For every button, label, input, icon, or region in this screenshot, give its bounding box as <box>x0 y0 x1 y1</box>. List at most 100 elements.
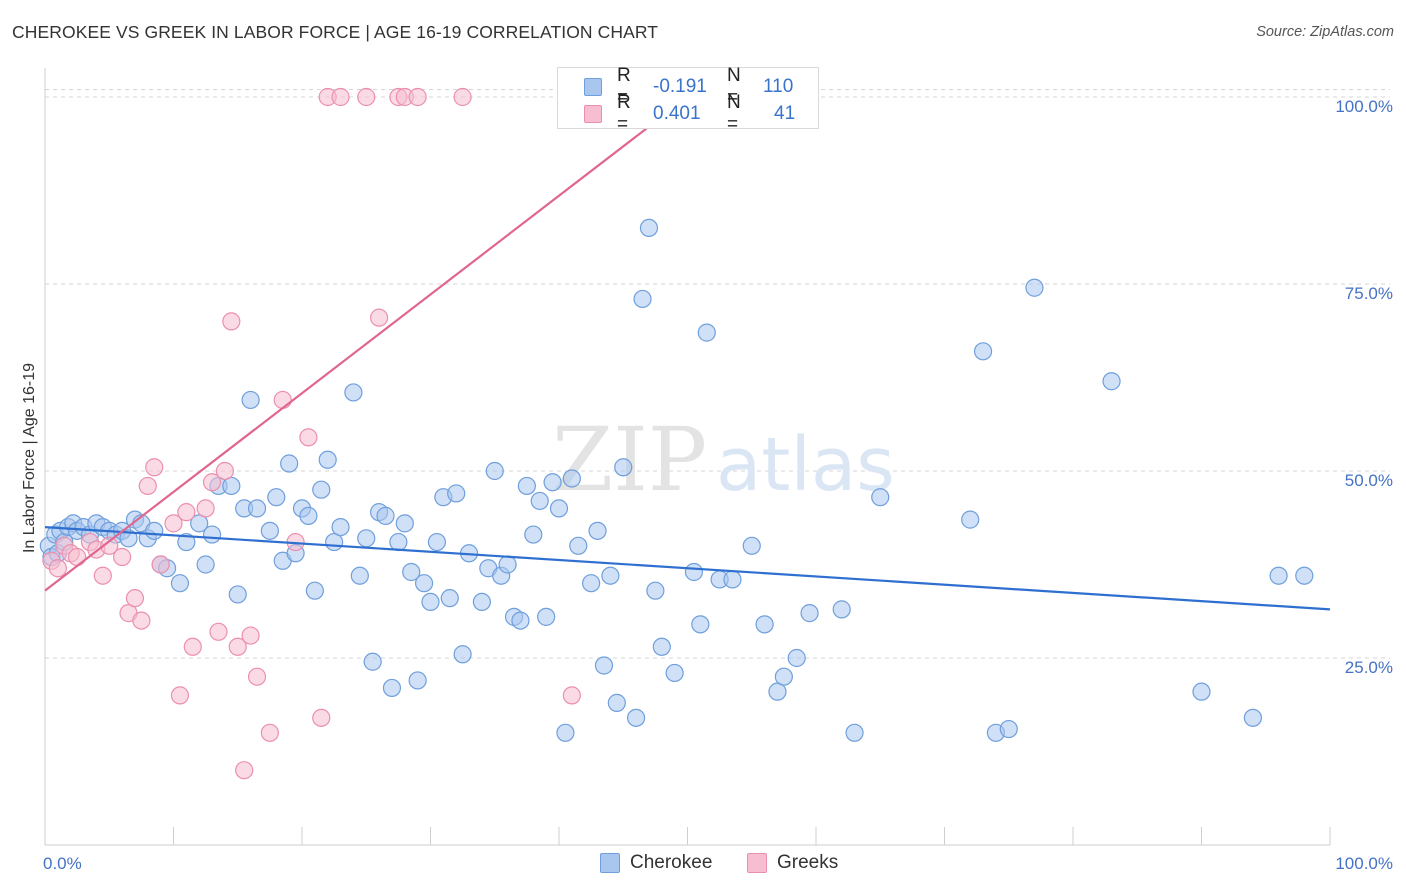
cherokee-point-98 <box>742 536 761 555</box>
cherokee-point-107 <box>961 510 980 529</box>
cherokee-point-84 <box>601 566 620 585</box>
cherokee-point-115 <box>1269 566 1288 585</box>
greek-point-7 <box>93 566 112 585</box>
cherokee-point-73 <box>524 525 543 544</box>
cherokee-point-52 <box>382 678 402 698</box>
cherokee-point-99 <box>755 615 774 634</box>
x-tick-label-max: 100.0% <box>1335 854 1393 873</box>
greek-n-label: N = <box>727 92 741 135</box>
cherokee-point-83 <box>594 656 614 675</box>
legend: Cherokee Greeks <box>0 852 1406 876</box>
cherokee-point-65 <box>472 592 491 612</box>
cherokee-point-93 <box>684 562 704 582</box>
cherokee-point-23 <box>170 574 190 593</box>
watermark-zip: ZIP <box>552 408 707 511</box>
cherokee-point-102 <box>787 648 806 668</box>
cherokee-point-116 <box>1295 566 1314 585</box>
cherokee-point-62 <box>447 484 466 503</box>
greek-point-27 <box>241 626 260 645</box>
cherokee-point-56 <box>408 671 427 690</box>
greek-point-42 <box>562 686 581 705</box>
cherokee-point-91 <box>652 637 671 656</box>
cherokee-point-57 <box>414 574 434 593</box>
cherokee-point-79 <box>562 469 581 488</box>
cherokee-point-46 <box>344 383 363 402</box>
greek-point-25 <box>228 637 247 656</box>
greek-point-29 <box>260 723 279 742</box>
cherokee-point-105 <box>845 723 864 742</box>
cherokee-point-47 <box>350 566 369 585</box>
greek-trend-line <box>44 96 689 592</box>
greek-n-value: 41 <box>774 103 796 124</box>
greek-point-17 <box>170 686 190 705</box>
cherokee-point-33 <box>247 499 267 518</box>
greek-point-41 <box>453 87 472 107</box>
cherokee-point-75 <box>537 607 556 626</box>
cherokee-point-78 <box>556 723 575 742</box>
greek-point-4 <box>68 547 87 567</box>
y-tick-label-75: 75.0% <box>1345 284 1393 303</box>
chart-title: CHEROKEE VS GREEK IN LABOR FORCE | AGE 1… <box>12 22 659 42</box>
greek-points <box>42 87 581 780</box>
cherokee-point-41 <box>305 581 324 600</box>
greek-point-20 <box>196 499 215 518</box>
cherokee-point-67 <box>485 461 504 481</box>
greek-point-37 <box>370 308 389 327</box>
greek-r-label: R = <box>617 92 631 135</box>
cherokee-point-71 <box>511 611 530 630</box>
cherokee-point-55 <box>402 562 421 582</box>
cherokee-point-94 <box>691 615 710 634</box>
legend-cherokee-swatch <box>600 853 620 873</box>
cherokee-point-49 <box>363 652 382 671</box>
cherokee-point-85 <box>607 693 626 712</box>
cherokee-point-80 <box>569 536 588 555</box>
greek-point-11 <box>125 589 145 608</box>
greek-point-33 <box>312 708 331 727</box>
greek-point-13 <box>138 476 157 496</box>
cherokee-point-81 <box>582 574 601 593</box>
legend-item-greeks[interactable]: Greeks <box>747 852 838 874</box>
cherokee-point-48 <box>357 529 376 548</box>
legend-item-cherokee[interactable]: Cherokee <box>600 852 712 874</box>
y-tick-label-25: 25.0% <box>1345 658 1393 677</box>
cherokee-point-101 <box>774 667 793 686</box>
cherokee-point-90 <box>646 581 665 600</box>
greek-point-8 <box>100 536 119 555</box>
cherokee-point-59 <box>427 532 447 552</box>
legend-cherokee-label: Cherokee <box>630 852 713 873</box>
greek-point-35 <box>331 87 350 107</box>
cherokee-point-88 <box>633 289 652 309</box>
cherokee-point-86 <box>614 458 633 477</box>
cherokee-point-42 <box>312 480 331 499</box>
cherokee-point-34 <box>260 521 279 540</box>
cherokee-point-32 <box>241 390 260 410</box>
cherokee-point-43 <box>318 450 337 469</box>
cherokee-point-58 <box>421 592 440 612</box>
greek-point-18 <box>177 503 196 522</box>
greek-point-40 <box>408 87 427 107</box>
x-tick-label-min: 0.0% <box>43 854 82 873</box>
greek-r-value: 0.401 <box>653 103 701 124</box>
cherokee-point-100 <box>768 682 787 701</box>
y-axis-label: In Labor Force | Age 16-19 <box>21 363 38 553</box>
cherokee-point-103 <box>800 604 819 623</box>
cherokee-point-24 <box>177 532 196 552</box>
y-tick-label-100: 100.0% <box>1335 97 1393 116</box>
greek-point-30 <box>273 390 292 410</box>
cherokee-point-20 <box>145 521 164 540</box>
watermark: ZIP atlas <box>552 408 895 511</box>
cherokee-point-53 <box>389 532 408 552</box>
greek-point-22 <box>209 622 228 641</box>
greek-point-32 <box>299 428 318 447</box>
greek-point-12 <box>132 611 151 630</box>
cherokee-point-30 <box>228 585 247 604</box>
cherokee-point-40 <box>299 506 318 525</box>
stats-box: R = -0.191 N = 110 R = 0.401 N = 41 <box>557 65 819 135</box>
cherokee-r-label: R = <box>617 65 631 108</box>
greek-swatch <box>584 105 602 123</box>
greek-point-36 <box>357 87 376 107</box>
trend-lines <box>44 96 1331 611</box>
tick-labels: 25.0% 50.0% 75.0% 100.0% 0.0% 100.0% <box>43 97 1393 873</box>
greek-point-14 <box>145 458 164 477</box>
cherokee-point-77 <box>549 499 569 518</box>
